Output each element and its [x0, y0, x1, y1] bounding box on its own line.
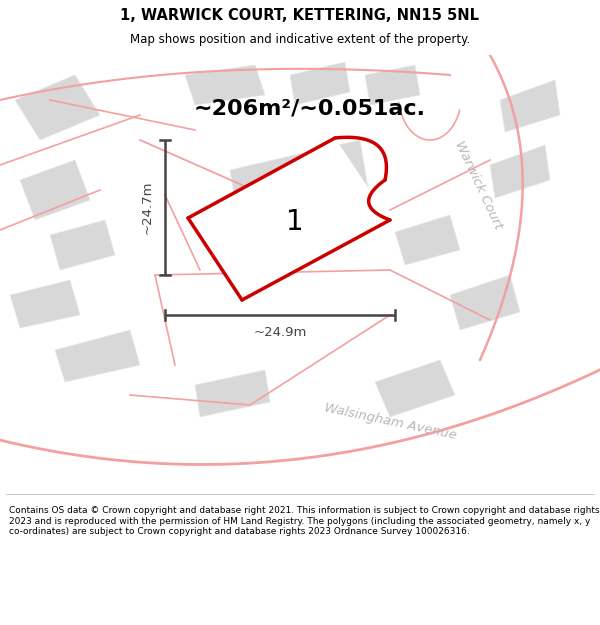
- Text: Warwick Court: Warwick Court: [452, 139, 504, 231]
- Polygon shape: [290, 62, 350, 105]
- Text: ~24.7m: ~24.7m: [140, 181, 154, 234]
- Polygon shape: [195, 370, 270, 417]
- Text: 1, WARWICK COURT, KETTERING, NN15 5NL: 1, WARWICK COURT, KETTERING, NN15 5NL: [121, 8, 479, 23]
- Text: Contains OS data © Crown copyright and database right 2021. This information is : Contains OS data © Crown copyright and d…: [9, 506, 599, 536]
- Polygon shape: [185, 65, 265, 105]
- Polygon shape: [15, 75, 100, 140]
- Polygon shape: [10, 280, 80, 328]
- Text: ~24.9m: ~24.9m: [253, 326, 307, 339]
- Text: 1: 1: [286, 208, 304, 236]
- Polygon shape: [20, 160, 90, 220]
- Polygon shape: [188, 138, 390, 300]
- Polygon shape: [490, 145, 550, 198]
- Polygon shape: [500, 80, 560, 132]
- Polygon shape: [450, 275, 520, 330]
- Polygon shape: [365, 65, 420, 105]
- Polygon shape: [55, 330, 140, 382]
- Polygon shape: [230, 140, 375, 260]
- Polygon shape: [375, 360, 455, 417]
- Text: Walsingham Avenue: Walsingham Avenue: [323, 402, 457, 442]
- Polygon shape: [395, 215, 460, 265]
- Text: Map shows position and indicative extent of the property.: Map shows position and indicative extent…: [130, 33, 470, 46]
- Polygon shape: [50, 220, 115, 270]
- Text: ~206m²/~0.051ac.: ~206m²/~0.051ac.: [194, 98, 426, 118]
